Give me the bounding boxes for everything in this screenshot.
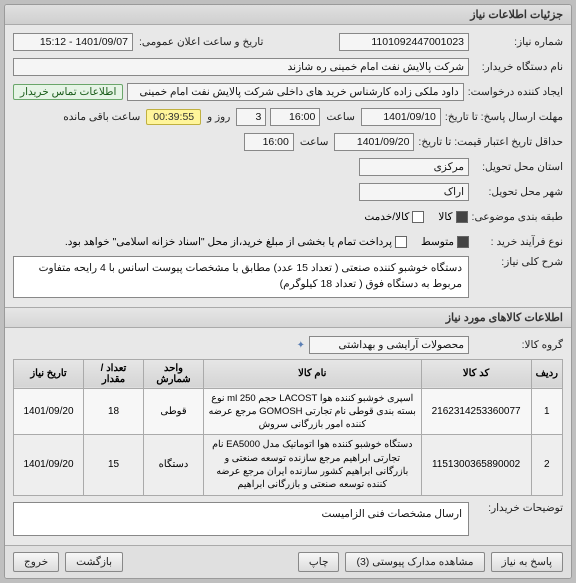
print-button[interactable]: چاپ: [298, 552, 340, 572]
remaining-days: 3: [236, 108, 266, 126]
validity-date: 1401/09/20: [334, 133, 414, 151]
col-deliver[interactable]: تاریخ نیاز: [14, 359, 84, 388]
deadline-time: 16:00: [270, 108, 320, 126]
treasury-note: پرداخت تمام یا بخشی از مبلغ خرید،از محل …: [65, 236, 392, 248]
creator-label: ایجاد کننده درخواست:: [468, 86, 563, 98]
public-announce-value: 1401/09/07 - 15:12: [13, 33, 133, 51]
cell-code: 1151300365890002: [421, 435, 531, 495]
cell-deliver: 1401/09/20: [14, 435, 84, 495]
group-label: گروه کالا:: [473, 339, 563, 351]
creator-value: داود ملکی زاده کارشناس خرید های داخلی شر…: [127, 83, 463, 101]
need-number-value: 1101092447001023: [339, 33, 469, 51]
cell-name: دستگاه خوشبو کننده هوا اتوماتیک مدل EA50…: [204, 435, 422, 495]
goods-body: گروه کالا: محصولات آرایشی و بهداشتی ردیف…: [5, 328, 571, 545]
need-summary-label: شرح کلی نیاز:: [473, 256, 563, 268]
city-label: شهر محل تحویل:: [473, 186, 563, 198]
cell-idx: 1: [531, 388, 562, 435]
respond-button[interactable]: پاسخ به نیاز: [491, 552, 563, 572]
public-announce-label: تاریخ و ساعت اعلان عمومی:: [137, 36, 265, 48]
process-label: نوع فرآیند خرید :: [473, 236, 563, 248]
goods-subheader: اطلاعات کالاهای مورد نیاز: [5, 307, 571, 328]
budget-opt-mixed[interactable]: کالا/خدمت: [364, 211, 424, 223]
buyer-device-label: نام دستگاه خریدار:: [473, 61, 563, 73]
countdown-timer: 00:39:55: [146, 109, 201, 125]
radio-icon: [456, 211, 468, 223]
radio-icon: [412, 211, 424, 223]
table-row[interactable]: 2 1151300365890002 دستگاه خوشبو کننده هو…: [14, 435, 563, 495]
deadline-date: 1401/09/10: [361, 108, 441, 126]
process-opt-medium[interactable]: متوسط: [421, 236, 469, 248]
cell-idx: 2: [531, 435, 562, 495]
cell-name: اسپری خوشبو کننده هوا LACOST حجم ml 250 …: [204, 388, 422, 435]
attachments-button[interactable]: مشاهده مدارک پیوستی (3): [345, 552, 484, 572]
validity-time-label: ساعت: [298, 136, 331, 148]
cell-qty: 15: [84, 435, 144, 495]
buyer-notes-label: توضیحات خریدار:: [473, 502, 563, 514]
col-code[interactable]: کد کالا: [421, 359, 531, 388]
info-icon[interactable]: [293, 339, 305, 351]
radio-icon: [457, 236, 469, 248]
exit-button[interactable]: خروج: [13, 552, 59, 572]
details-body: شماره نیاز: 1101092447001023 تاریخ و ساع…: [5, 25, 571, 307]
group-value: محصولات آرایشی و بهداشتی: [309, 336, 469, 354]
cell-code: 2162314253360077: [421, 388, 531, 435]
province-label: استان محل تحویل:: [473, 161, 563, 173]
col-name[interactable]: نام کالا: [204, 359, 422, 388]
cell-unit: قوطی: [144, 388, 204, 435]
budget-opt-kala-label: کالا: [438, 211, 452, 223]
budget-opt-kala[interactable]: کالا: [438, 211, 467, 223]
province-value: مرکزی: [359, 158, 469, 176]
buyer-contact-chip[interactable]: اطلاعات تماس خریدار: [13, 84, 123, 100]
buyer-notes-text: ارسال مشخصات فنی الزامیست: [13, 502, 469, 536]
col-unit[interactable]: واحد شمارش: [144, 359, 204, 388]
budget-class-label: طبقه بندی موضوعی:: [472, 211, 563, 223]
button-bar: پاسخ به نیاز مشاهده مدارک پیوستی (3) چاپ…: [5, 545, 571, 578]
panel-title: جزئیات اطلاعات نیاز: [5, 5, 571, 25]
deadline-time-label: ساعت: [324, 111, 357, 123]
budget-opt-mixed-label: کالا/خدمت: [364, 211, 409, 223]
cell-unit: دستگاه: [144, 435, 204, 495]
buyer-device-value: شرکت پالایش نفت امام خمینی ره شازند: [13, 58, 469, 76]
need-summary-text: دستگاه خوشبو کننده صنعتی ( تعداد 15 عدد)…: [13, 256, 469, 298]
col-row[interactable]: ردیف: [531, 359, 562, 388]
treasury-checkbox[interactable]: پرداخت تمام یا بخشی از مبلغ خرید،از محل …: [65, 236, 407, 248]
need-number-label: شماره نیاز:: [473, 36, 563, 48]
cell-deliver: 1401/09/20: [14, 388, 84, 435]
goods-table: ردیف کد کالا نام کالا واحد شمارش تعداد /…: [13, 359, 563, 496]
table-header-row: ردیف کد کالا نام کالا واحد شمارش تعداد /…: [14, 359, 563, 388]
need-details-panel: جزئیات اطلاعات نیاز شماره نیاز: 11010924…: [4, 4, 572, 579]
days-suffix: روز و: [205, 111, 232, 123]
table-row[interactable]: 1 2162314253360077 اسپری خوشبو کننده هوا…: [14, 388, 563, 435]
checkbox-icon: [395, 236, 407, 248]
back-button[interactable]: بازگشت: [65, 552, 123, 572]
city-value: اراک: [359, 183, 469, 201]
validity-time: 16:00: [244, 133, 294, 151]
timer-suffix: ساعت باقی مانده: [61, 111, 142, 123]
cell-qty: 18: [84, 388, 144, 435]
col-qty[interactable]: تعداد / مقدار: [84, 359, 144, 388]
deadline-label: مهلت ارسال پاسخ: تا تاریخ:: [445, 111, 563, 123]
process-opt-medium-label: متوسط: [421, 236, 454, 248]
validity-label: حداقل تاریخ اعتبار قیمت: تا تاریخ:: [418, 136, 563, 148]
